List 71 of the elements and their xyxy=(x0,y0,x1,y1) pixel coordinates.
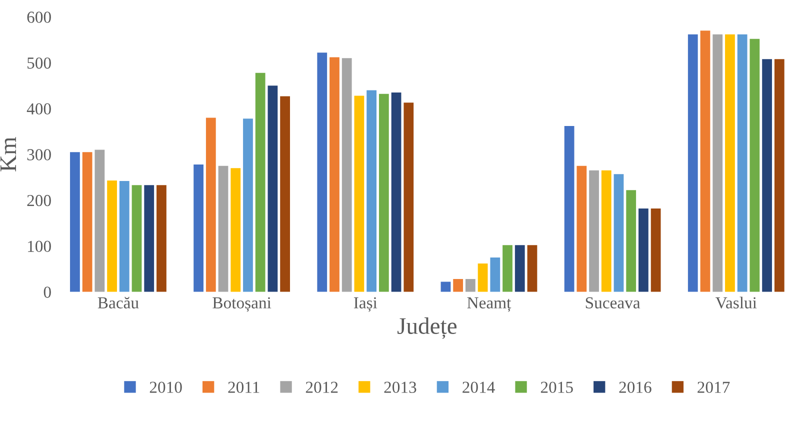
bar xyxy=(378,94,389,292)
y-tick-label: 600 xyxy=(27,12,51,23)
legend-label: 2014 xyxy=(462,382,495,393)
bar xyxy=(354,96,364,292)
x-tick-label: Botoșani xyxy=(212,297,272,312)
bar xyxy=(366,90,377,292)
bar xyxy=(514,245,525,292)
y-tick-label: 400 xyxy=(26,103,51,115)
bar xyxy=(342,58,352,292)
legend-label: 2013 xyxy=(384,382,416,393)
bar xyxy=(626,190,636,292)
bar xyxy=(527,245,538,292)
legend-label: 2012 xyxy=(306,382,338,393)
bar xyxy=(440,282,451,292)
y-tick-label: 500 xyxy=(28,57,51,69)
bar xyxy=(144,185,154,292)
x-tick-label: Bacău xyxy=(98,296,139,308)
bar xyxy=(453,279,464,292)
bar xyxy=(601,170,612,292)
x-tick-label: Vaslui xyxy=(716,296,757,309)
bar xyxy=(194,164,204,292)
bar xyxy=(107,180,117,292)
bar xyxy=(243,118,253,292)
bar xyxy=(230,168,241,292)
legend-label: 2016 xyxy=(619,382,652,393)
bar xyxy=(280,96,290,292)
x-tick-label: Iași xyxy=(354,297,378,312)
y-axis-title: Km xyxy=(0,137,16,172)
y-tick-label: 200 xyxy=(27,194,51,206)
bar xyxy=(762,59,772,292)
bar xyxy=(650,208,661,292)
bar xyxy=(268,86,278,292)
bar xyxy=(725,34,735,292)
bar xyxy=(502,245,512,292)
bar xyxy=(638,208,648,292)
bar xyxy=(614,174,624,292)
bar xyxy=(478,263,488,292)
bar xyxy=(391,92,402,292)
legend-label: 2010 xyxy=(150,382,182,393)
bar xyxy=(750,38,760,292)
legend-label: 2011 xyxy=(228,382,260,393)
y-tick-label: 100 xyxy=(28,240,51,252)
legend-label: 2015 xyxy=(540,382,573,393)
bar xyxy=(700,30,710,292)
legend-label: 2017 xyxy=(698,382,730,393)
bar xyxy=(255,72,266,292)
bar xyxy=(688,34,698,292)
bar xyxy=(218,166,228,292)
bar xyxy=(330,57,340,292)
bar xyxy=(206,118,216,292)
y-tick-label: 0 xyxy=(44,286,51,298)
bar xyxy=(712,34,723,292)
bar xyxy=(737,34,748,292)
x-tick-label: Suceava xyxy=(586,297,640,308)
bar xyxy=(564,126,574,292)
bar xyxy=(576,166,587,292)
bar xyxy=(589,170,599,292)
bar xyxy=(404,102,414,292)
bar xyxy=(317,52,328,292)
bar xyxy=(156,185,166,292)
y-tick-label: 300 xyxy=(27,149,51,160)
bar xyxy=(465,279,476,292)
bar xyxy=(94,150,105,292)
x-tick-label: Neamț xyxy=(467,297,512,312)
bar xyxy=(119,180,130,292)
bar xyxy=(70,152,80,292)
bar xyxy=(774,59,784,292)
bar xyxy=(82,152,92,292)
bar xyxy=(132,185,142,292)
x-axis-title: Județe xyxy=(398,317,457,339)
bar xyxy=(490,258,500,292)
